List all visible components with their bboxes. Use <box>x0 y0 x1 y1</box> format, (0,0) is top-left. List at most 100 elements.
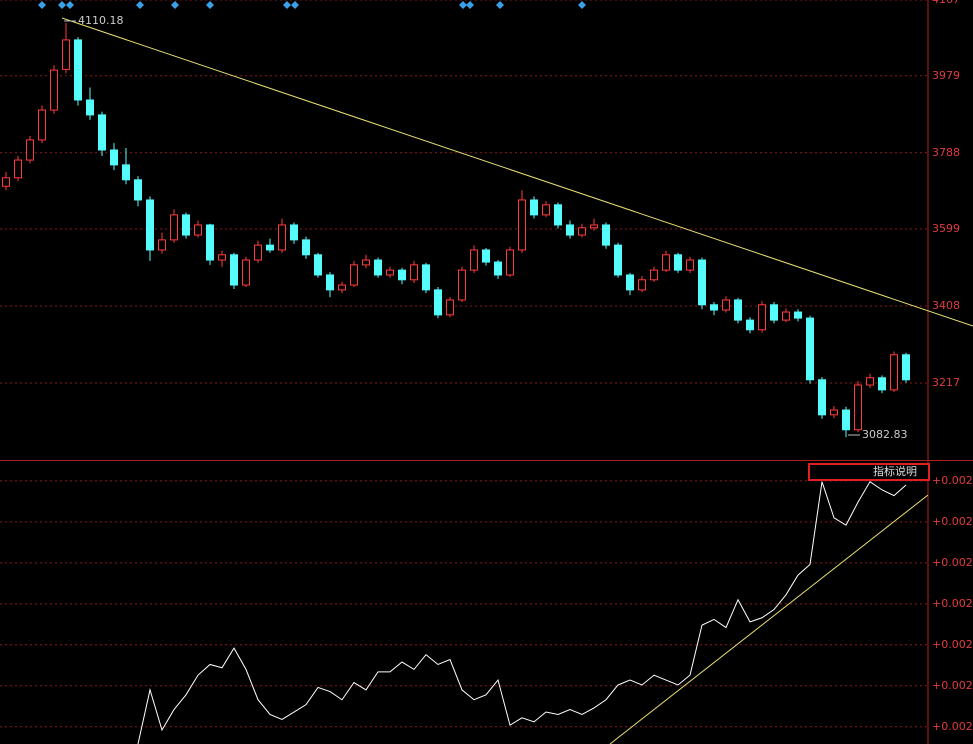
candle-body <box>542 204 550 216</box>
candle-body <box>818 379 826 416</box>
candle-body <box>902 354 910 381</box>
candle-body <box>494 261 502 276</box>
y-tick-label: +0.002 <box>932 515 973 528</box>
candle-body <box>458 269 466 301</box>
candle-body <box>554 204 562 226</box>
candle-body <box>890 354 898 391</box>
candle-body <box>194 224 202 236</box>
indicator-line <box>137 480 907 744</box>
low-annotation: 3082.83 <box>862 428 908 441</box>
candle-body <box>230 254 238 286</box>
candle-body <box>26 139 34 161</box>
y-tick-label: 3408 <box>932 299 960 312</box>
candle-body <box>506 249 514 276</box>
candle-body <box>434 289 442 316</box>
candle-body <box>74 39 82 101</box>
candle-body <box>290 224 298 241</box>
candle-body <box>710 304 718 311</box>
candle-body <box>206 224 214 261</box>
candle-body <box>842 409 850 431</box>
candle-body <box>854 384 862 431</box>
candle-body <box>158 239 166 251</box>
candle-body <box>50 69 58 111</box>
candle-body <box>362 259 370 266</box>
candle-body <box>758 304 766 331</box>
help-button-frame[interactable] <box>808 463 930 481</box>
candle-body <box>254 244 262 261</box>
candle-body <box>866 377 874 386</box>
help-button-label[interactable]: 指标说明 <box>873 464 917 478</box>
candle-body <box>482 249 490 263</box>
y-tick-label: 3788 <box>932 146 960 159</box>
candle-body <box>326 274 334 291</box>
candle-body <box>794 311 802 319</box>
y-tick-label: 3979 <box>932 69 960 82</box>
candle-body <box>470 249 478 271</box>
candle-body <box>518 199 526 251</box>
y-tick-label: +0.002 <box>932 679 973 692</box>
candle-body <box>38 109 46 141</box>
candle-body <box>722 299 730 311</box>
candle-body <box>674 254 682 271</box>
candle-body <box>638 279 646 291</box>
candle-body <box>242 259 250 286</box>
candle-body <box>662 254 670 271</box>
candle-body <box>98 114 106 151</box>
candle-body <box>746 319 754 331</box>
candle-body <box>410 264 418 281</box>
candle-body <box>266 244 274 251</box>
candle-body <box>590 224 598 229</box>
candle-body <box>614 244 622 276</box>
candle-body <box>578 227 586 236</box>
candle-body <box>806 317 814 381</box>
candle-body <box>86 99 94 116</box>
candle-body <box>374 259 382 276</box>
candle-body <box>734 299 742 321</box>
candle-body <box>134 179 142 201</box>
candle-body <box>770 304 778 321</box>
y-tick-label: +0.002 <box>932 474 973 487</box>
y-tick-label: +0.002 <box>932 638 973 651</box>
candle-body <box>278 224 286 251</box>
candle-body <box>422 264 430 291</box>
candle-body <box>530 199 538 216</box>
candle-body <box>350 264 358 286</box>
y-tick-label: 3217 <box>932 376 960 389</box>
y-tick-label: +0.002 <box>932 720 973 733</box>
candle-body <box>878 377 886 391</box>
y-tick-label: 3599 <box>932 222 960 235</box>
candle-body <box>146 199 154 251</box>
candle-body <box>398 269 406 281</box>
candle-body <box>182 214 190 236</box>
help-button[interactable]: 指标说明 <box>808 463 930 481</box>
trendline <box>609 494 929 744</box>
candle-body <box>14 159 22 179</box>
y-tick-label: +0.002 <box>932 597 973 610</box>
candle-body <box>782 311 790 321</box>
candle-body <box>566 224 574 236</box>
candle-body <box>338 284 346 291</box>
candle-body <box>122 164 130 181</box>
candle-body <box>686 259 694 271</box>
y-tick-label: +0.002 <box>932 556 973 569</box>
candle-body <box>626 274 634 291</box>
candle-body <box>698 259 706 306</box>
candle-body <box>446 299 454 316</box>
candle-body <box>602 224 610 246</box>
trendline <box>61 17 973 327</box>
candle-body <box>2 177 10 187</box>
candle-body <box>218 254 226 261</box>
candle-body <box>386 269 394 276</box>
candle-body <box>650 269 658 281</box>
y-tick-label: 4167 <box>932 0 960 6</box>
candle-body <box>170 214 178 241</box>
signal-markers <box>38 1 586 9</box>
candle-body <box>110 149 118 166</box>
candle-body <box>62 39 70 70</box>
candle-body <box>302 239 310 256</box>
candle-body <box>314 254 322 276</box>
high-annotation: 4110.18 <box>78 14 124 27</box>
